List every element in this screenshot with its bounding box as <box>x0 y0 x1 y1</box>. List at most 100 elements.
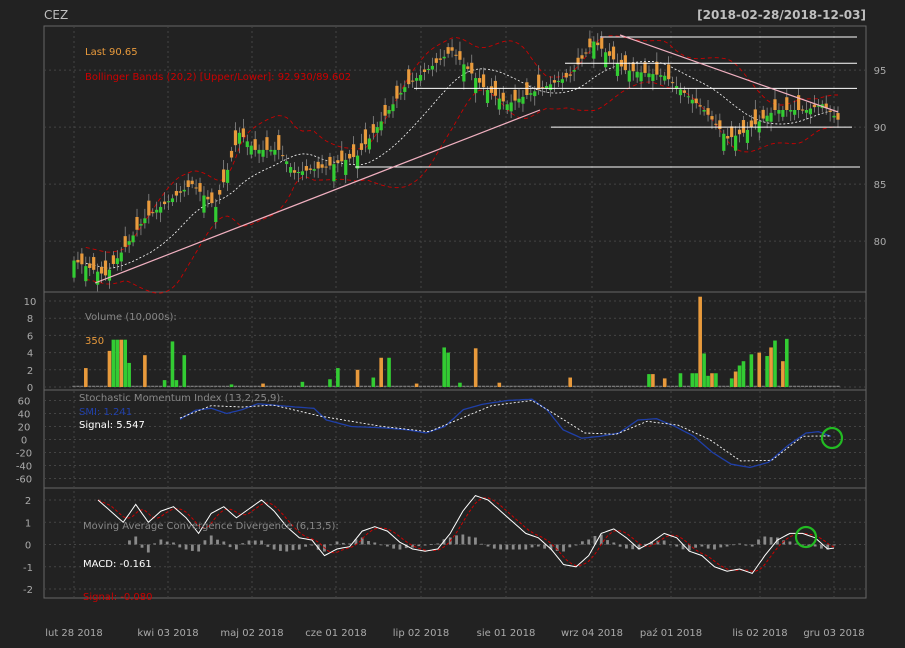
macd-histogram-bar <box>524 544 528 550</box>
smi-tick-label: 0 <box>21 436 27 447</box>
volume-bar <box>170 341 175 387</box>
smi-tick-label: 20 <box>18 423 31 434</box>
volume-bar-small <box>198 385 202 387</box>
macd-histogram-bar <box>744 544 748 546</box>
volume-bar-small <box>533 385 537 387</box>
macd-histogram-bar <box>241 543 245 545</box>
candle-body <box>635 71 639 78</box>
volume-bar-small <box>190 385 194 387</box>
x-tick-label: kwi 03 2018 <box>137 628 198 639</box>
macd-tick-label: -2 <box>23 585 33 596</box>
candle-body <box>785 97 789 110</box>
volume-bar-small <box>450 385 454 387</box>
candle-body <box>352 144 356 158</box>
volume-bar-small <box>88 385 92 387</box>
price-tick-label: 95 <box>874 66 887 77</box>
volume-bar <box>497 382 502 387</box>
price-layer <box>72 30 860 294</box>
macd-histogram-bar <box>618 544 622 547</box>
candle-body <box>529 93 533 95</box>
price-tick-label: 90 <box>874 123 887 134</box>
candle-body <box>804 109 809 113</box>
volume-bar <box>729 378 734 387</box>
volume-bar-small <box>312 385 316 387</box>
macd-histogram-bar <box>367 540 370 545</box>
bollinger-upper-line <box>85 35 838 253</box>
candle-body <box>474 78 478 94</box>
volume-bar <box>442 347 446 387</box>
candle-body <box>517 98 521 103</box>
volume-bar-small <box>623 385 627 387</box>
volume-bar-small <box>501 385 505 387</box>
volume-bar-small <box>800 385 805 387</box>
candle-body <box>178 191 182 193</box>
candle-body <box>686 96 690 98</box>
candle-body <box>615 62 620 76</box>
candle-body <box>670 82 675 84</box>
volume-bar-small <box>395 385 399 387</box>
macd-tick-label: 2 <box>25 496 31 507</box>
volume-bar <box>379 357 383 387</box>
volume-bar-small <box>600 385 604 387</box>
volume-bar-small <box>155 385 159 387</box>
volume-bar-small <box>269 385 273 387</box>
volume-bar <box>387 357 391 387</box>
volume-bar <box>781 361 785 387</box>
macd-histogram-bar <box>354 539 358 545</box>
x-tick-label: gru 03 2018 <box>803 628 864 639</box>
volume-bar-small <box>202 385 206 387</box>
candle-body <box>162 201 167 205</box>
volume-bar-small <box>525 385 529 387</box>
candle-body <box>556 80 560 82</box>
candle-body <box>777 109 781 114</box>
candle-body <box>379 121 383 131</box>
candle-body <box>340 150 344 162</box>
candle-body <box>415 78 419 81</box>
volume-bar-small <box>96 385 100 387</box>
macd-histogram-bar <box>536 544 540 547</box>
volume-bar-small <box>576 385 580 387</box>
volume-bar-small <box>722 385 726 387</box>
macd-histogram-bar <box>310 544 314 546</box>
volume-bar <box>749 354 754 387</box>
candle-body <box>107 269 112 281</box>
volume-bar-small <box>344 385 348 387</box>
volume-bar-small <box>584 385 588 387</box>
macd-tick-label: 0 <box>25 541 31 552</box>
volume-bar-small <box>281 385 285 387</box>
macd-histogram-bar <box>209 535 213 545</box>
candle-body <box>155 209 159 213</box>
candle-body <box>722 133 726 151</box>
macd-histogram-bar <box>159 539 163 545</box>
bollinger-lower-line <box>85 81 839 294</box>
macd-histogram-bar <box>190 544 194 551</box>
candle-body <box>139 224 143 226</box>
candle-body <box>143 218 147 224</box>
volume-bar-small <box>383 385 387 387</box>
candle-body <box>667 64 671 80</box>
volume-bar-small <box>72 385 76 387</box>
macd-histogram-bar <box>580 541 584 545</box>
macd-histogram-bar <box>373 542 377 545</box>
volume-bar-small <box>80 385 84 387</box>
candle-body <box>111 255 115 264</box>
volume-bar-small <box>257 385 261 387</box>
candle-body <box>237 132 242 144</box>
candle-body <box>198 183 202 192</box>
volume-bar <box>694 373 699 387</box>
macd-histogram-bar <box>291 544 295 551</box>
volume-bar-small <box>363 385 368 387</box>
volume-bar-small <box>505 385 509 387</box>
macd-histogram-bar <box>341 542 345 545</box>
volume-bar-small <box>139 385 143 387</box>
volume-bar-small <box>718 385 722 387</box>
candle-body <box>186 180 190 187</box>
candle-body <box>371 124 375 133</box>
candle-body <box>387 109 391 114</box>
volume-bar-small <box>131 385 135 387</box>
smi-tick-label: 40 <box>18 410 31 421</box>
candle-body <box>261 149 265 157</box>
macd-histogram-bar <box>417 544 421 547</box>
candle-body <box>478 78 482 83</box>
candle-body <box>355 155 360 169</box>
